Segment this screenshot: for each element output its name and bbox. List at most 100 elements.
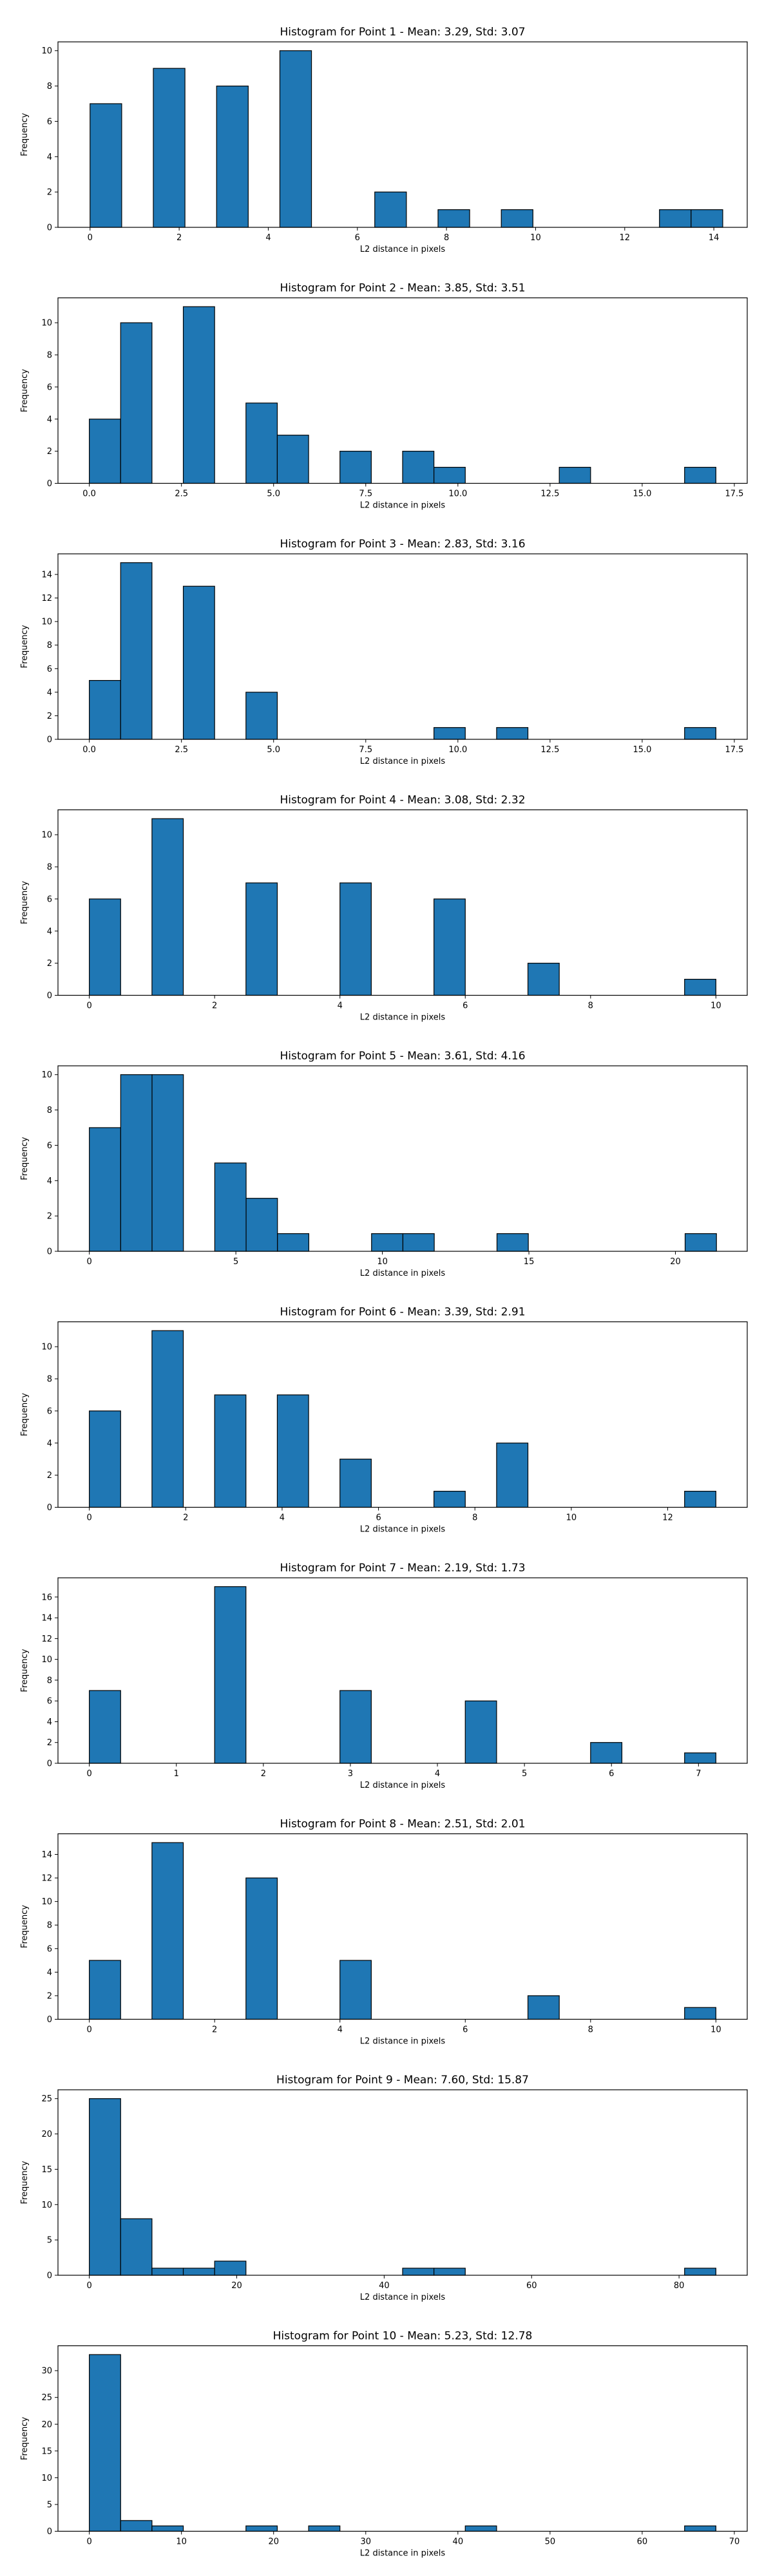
x-tick-label: 17.5 xyxy=(725,745,743,755)
histogram-bar xyxy=(182,306,215,484)
axes-frame xyxy=(57,1577,748,1764)
x-tick-label: 30 xyxy=(361,2537,372,2547)
x-tick-label: 4 xyxy=(435,1769,440,1779)
y-tick-label: 10 xyxy=(41,46,52,56)
y-tick-label: 10 xyxy=(41,618,52,627)
y-tick-label: 14 xyxy=(41,1850,52,1860)
histogram-bar xyxy=(89,419,121,484)
x-tick-label: 14 xyxy=(709,233,720,243)
y-tick-label: 30 xyxy=(41,2367,52,2376)
histogram-bar xyxy=(339,451,372,484)
x-tick-label: 40 xyxy=(453,2537,464,2547)
x-tick-label: 5 xyxy=(233,1257,238,1267)
y-axis-label: Frequency xyxy=(20,369,30,412)
chart-title: Histogram for Point 9 - Mean: 7.60, Std:… xyxy=(276,2074,529,2087)
histogram-bar xyxy=(684,466,716,484)
y-tick-label: 4 xyxy=(47,153,52,162)
histogram-bar xyxy=(276,1394,309,1508)
x-tick-label: 0.0 xyxy=(82,745,96,755)
y-tick-label: 10 xyxy=(41,319,52,328)
y-tick-label: 0 xyxy=(47,1247,52,1257)
chart-title: Histogram for Point 4 - Mean: 3.08, Std:… xyxy=(280,794,525,807)
histogram-bar xyxy=(339,1690,372,1764)
histogram-bar xyxy=(434,1490,466,1508)
x-axis-label: L2 distance in pixels xyxy=(360,1781,446,1790)
axes-frame xyxy=(57,2345,748,2532)
histogram-bar xyxy=(496,727,529,740)
y-tick-label: 4 xyxy=(47,1968,52,1978)
y-axis-label: Frequency xyxy=(20,2161,30,2204)
x-tick-label: 10 xyxy=(377,1257,388,1267)
histogram-panel-6: Histogram for Point 6 - Mean: 3.39, Std:… xyxy=(20,1306,748,1535)
y-axis-label: Frequency xyxy=(20,1905,30,1948)
y-tick-label: 0 xyxy=(47,1503,52,1513)
x-axis-label: L2 distance in pixels xyxy=(360,245,446,254)
histogram-bar xyxy=(402,451,435,484)
y-tick-label: 8 xyxy=(47,1106,52,1115)
x-tick-label: 6 xyxy=(463,2025,468,2035)
histogram-bar xyxy=(684,727,716,740)
y-axis-label: Frequency xyxy=(20,1137,30,1180)
histogram-bar xyxy=(308,2525,341,2532)
x-tick-label: 4 xyxy=(338,1001,343,1011)
y-tick-label: 6 xyxy=(47,1944,52,1954)
y-tick-label: 6 xyxy=(47,117,52,127)
histogram-bar xyxy=(684,2007,716,2020)
x-tick-label: 2 xyxy=(212,1001,217,1011)
histogram-panel-7: Histogram for Point 7 - Mean: 2.19, Std:… xyxy=(20,1562,748,1790)
histogram-bar xyxy=(120,2218,153,2276)
histogram-bar xyxy=(89,2354,121,2532)
histogram-panel-4: Histogram for Point 4 - Mean: 3.08, Std:… xyxy=(20,794,748,1023)
y-tick-label: 0 xyxy=(47,2271,52,2281)
histogram-bar xyxy=(245,1877,278,2020)
axes-frame xyxy=(57,1833,748,2020)
x-tick-label: 8 xyxy=(472,1513,477,1523)
x-tick-label: 17.5 xyxy=(725,489,743,499)
x-tick-label: 50 xyxy=(545,2537,556,2547)
y-tick-label: 6 xyxy=(47,665,52,674)
x-tick-label: 2.5 xyxy=(175,745,188,755)
x-tick-label: 7.5 xyxy=(359,489,372,499)
x-tick-label: 2.5 xyxy=(175,489,188,499)
x-tick-label: 60 xyxy=(526,2281,537,2291)
y-axis-label: Frequency xyxy=(20,113,30,156)
x-tick-label: 3 xyxy=(348,1769,353,1779)
x-tick-label: 0 xyxy=(86,1001,91,1011)
histogram-panel-10: Histogram for Point 10 - Mean: 5.23, Std… xyxy=(20,2330,748,2559)
x-tick-label: 5.0 xyxy=(267,745,280,755)
y-tick-label: 0 xyxy=(47,1759,52,1769)
x-axis-label: L2 distance in pixels xyxy=(360,2037,446,2047)
x-tick-label: 7.5 xyxy=(359,745,372,755)
x-tick-label: 8 xyxy=(588,1001,593,1011)
histogram-bar xyxy=(89,898,121,996)
x-tick-label: 6 xyxy=(609,1769,614,1779)
y-tick-label: 6 xyxy=(47,895,52,904)
y-axis-label: Frequency xyxy=(20,1649,30,1692)
axes-frame xyxy=(57,1065,748,1252)
histogram-bar xyxy=(279,50,312,228)
histogram-bar xyxy=(89,679,121,740)
histogram-bar xyxy=(89,1127,121,1252)
x-tick-label: 2 xyxy=(177,233,182,243)
x-tick-label: 5 xyxy=(522,1769,527,1779)
chart-title: Histogram for Point 7 - Mean: 2.19, Std:… xyxy=(280,1562,525,1575)
y-tick-label: 10 xyxy=(41,1343,52,1352)
y-tick-label: 12 xyxy=(41,1634,52,1644)
histogram-bar xyxy=(496,1233,529,1252)
x-tick-label: 20 xyxy=(670,1257,681,1267)
axes-frame xyxy=(57,1321,748,1508)
x-tick-label: 4 xyxy=(265,233,271,243)
y-tick-label: 0 xyxy=(47,479,52,489)
y-tick-label: 8 xyxy=(47,1375,52,1385)
x-tick-label: 15.0 xyxy=(633,745,651,755)
y-tick-label: 4 xyxy=(47,415,52,424)
y-axis-label: Frequency xyxy=(20,2417,30,2460)
y-tick-label: 10 xyxy=(41,2474,52,2483)
chart-title: Histogram for Point 2 - Mean: 3.85, Std:… xyxy=(280,282,525,295)
histogram-panel-3: Histogram for Point 3 - Mean: 2.83, Std:… xyxy=(20,538,748,766)
y-tick-label: 6 xyxy=(47,1141,52,1151)
histogram-bar xyxy=(527,1995,560,2020)
histogram-bar xyxy=(89,1410,121,1508)
y-tick-label: 0 xyxy=(47,223,52,233)
x-tick-label: 10 xyxy=(711,2025,721,2035)
